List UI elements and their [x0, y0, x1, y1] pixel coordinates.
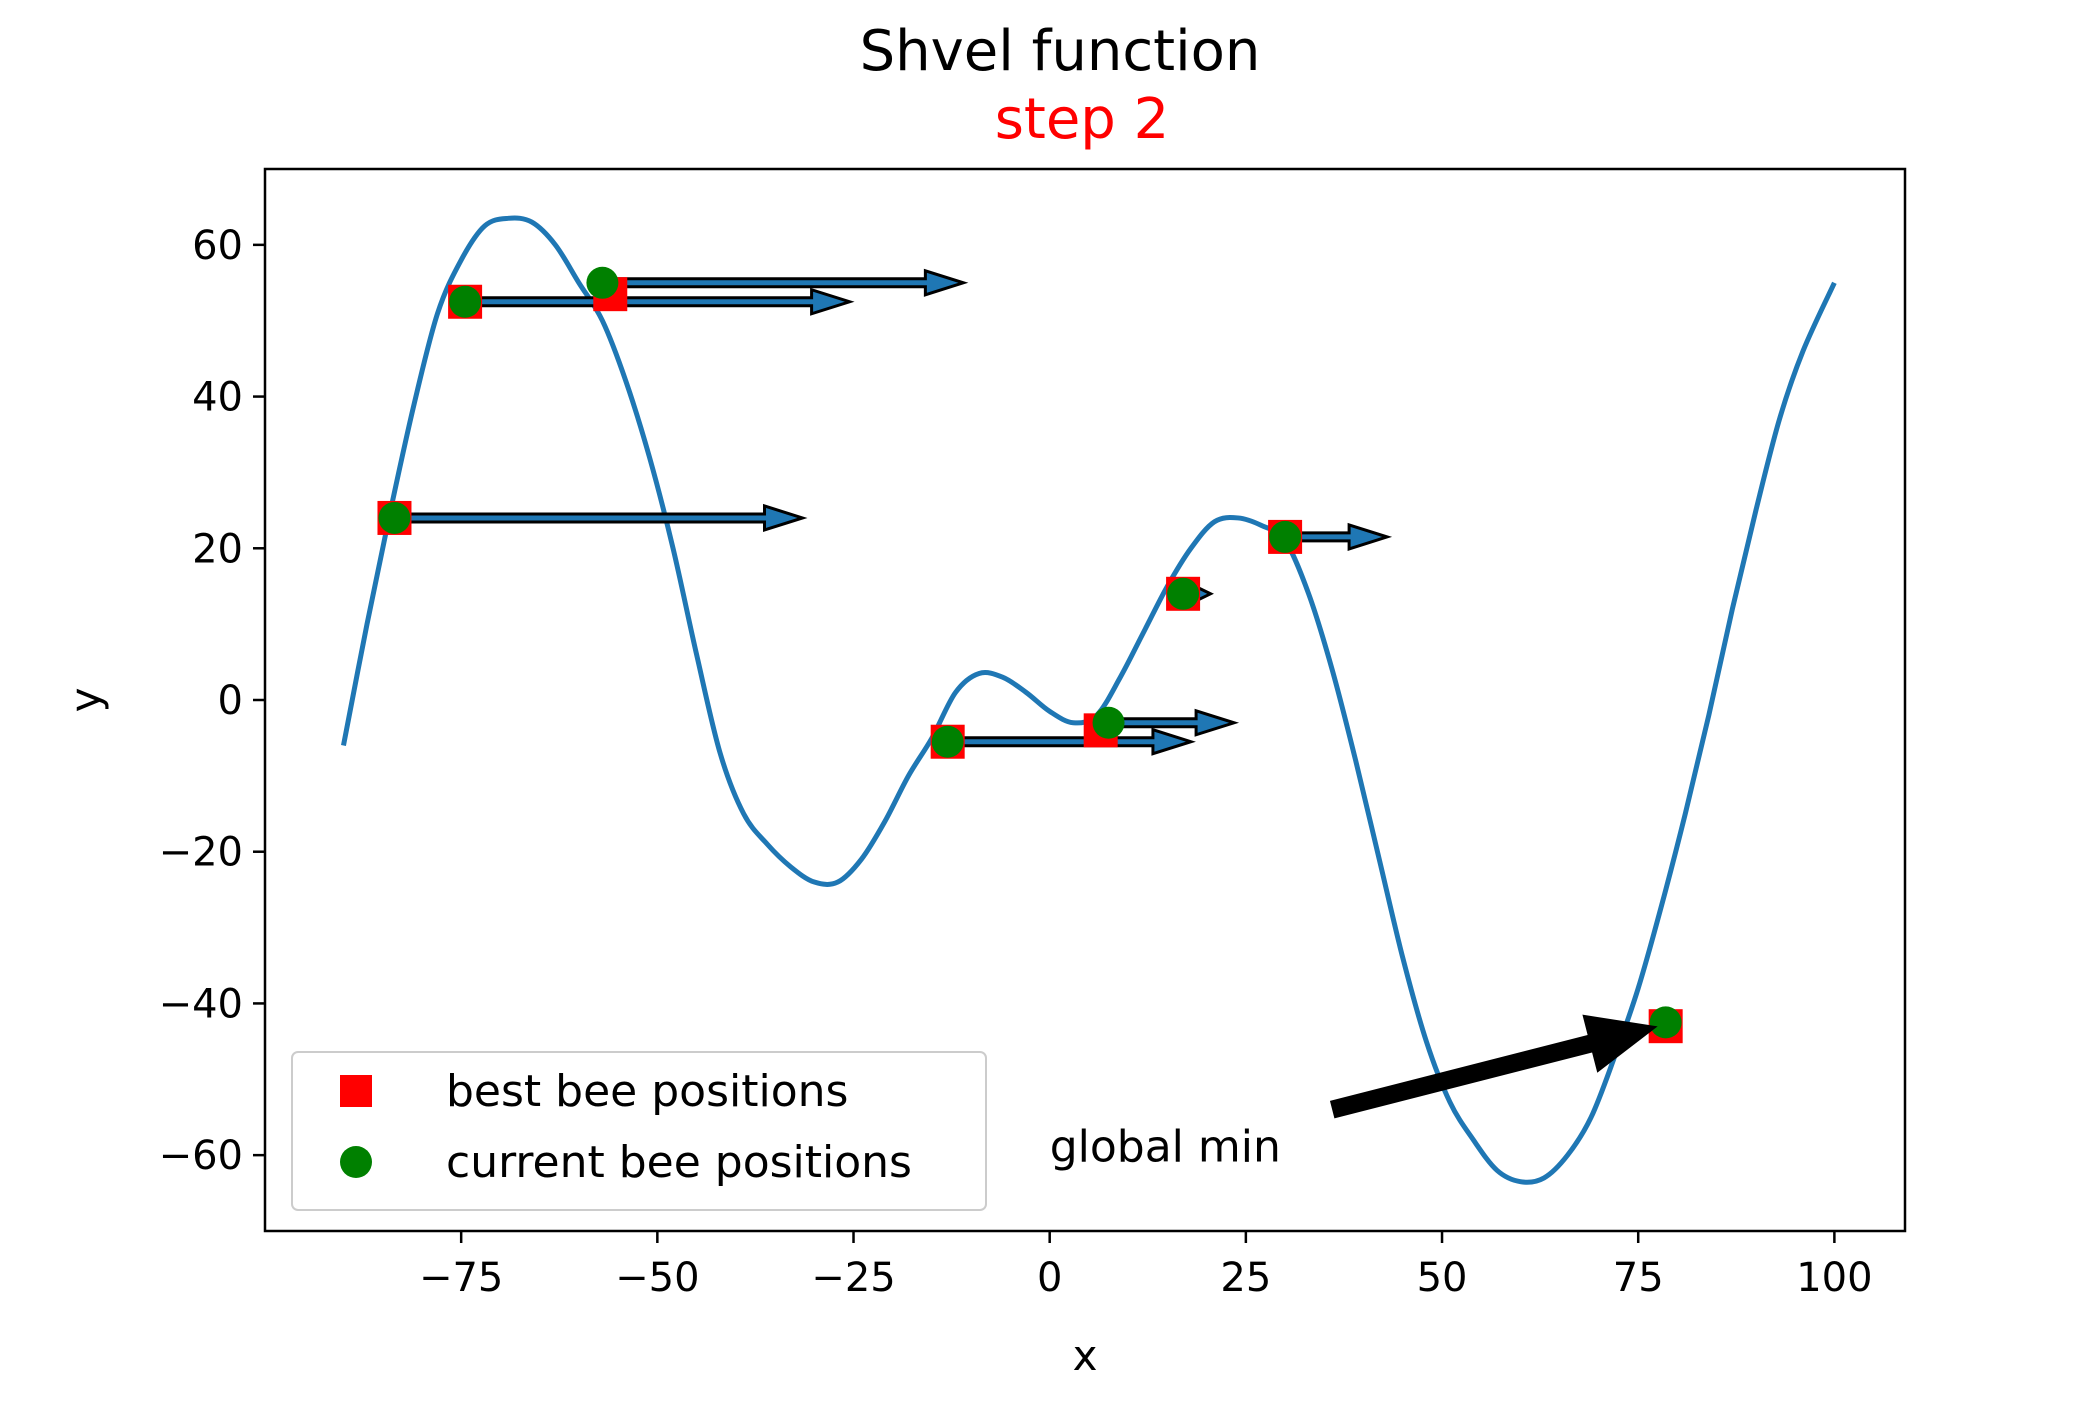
- annotation: global min: [1050, 1014, 1658, 1173]
- velocity-arrow: [463, 287, 855, 316]
- y-tick-label: 20: [192, 526, 243, 572]
- chart-subtitle: step 2: [995, 87, 1170, 152]
- y-tick-label: 60: [192, 223, 243, 269]
- global-min-label: global min: [1050, 1122, 1281, 1173]
- current-bee-marker: [449, 285, 482, 318]
- x-tick-label: −75: [419, 1255, 503, 1301]
- x-tick-label: 100: [1796, 1255, 1872, 1301]
- current-bee-marker: [1649, 1006, 1682, 1039]
- y-tick-label: −40: [159, 981, 243, 1027]
- x-tick-label: 25: [1220, 1255, 1271, 1301]
- legend-label-current: current bee positions: [446, 1137, 912, 1188]
- velocity-arrow: [392, 503, 808, 532]
- y-tick-label: −60: [159, 1133, 243, 1179]
- velocity-arrows: [392, 268, 1393, 756]
- legend: best bee positions current bee positions: [291, 1051, 987, 1211]
- current-bee-marker: [1269, 520, 1302, 553]
- x-axis: −75 −50 −25 0 25 50 75 100: [419, 1231, 1873, 1301]
- current-bee-marker: [586, 266, 619, 299]
- velocity-arrow: [946, 727, 1196, 756]
- current-bee-marker: [931, 725, 964, 758]
- chart-title: Shvel function: [860, 19, 1261, 84]
- current-bee-marker: [1167, 577, 1200, 610]
- x-tick-label: −50: [615, 1255, 699, 1301]
- x-tick-label: 50: [1417, 1255, 1468, 1301]
- current-bee-marker: [1092, 706, 1125, 739]
- bee-markers: [377, 266, 1683, 1044]
- y-axis: −60 −40 −20 0 20 40 60: [159, 223, 265, 1179]
- legend-square-marker: [340, 1075, 372, 1107]
- legend-label-best: best bee positions: [446, 1066, 848, 1117]
- x-axis-label: x: [1073, 1331, 1098, 1380]
- x-tick-label: −25: [811, 1255, 895, 1301]
- legend-box: [291, 1051, 987, 1211]
- x-tick-label: 0: [1037, 1255, 1062, 1301]
- global-min-arrow: [1329, 1014, 1658, 1119]
- current-bee-marker: [378, 501, 411, 534]
- y-tick-label: 40: [192, 375, 243, 421]
- y-tick-label: −20: [159, 830, 243, 876]
- x-tick-label: 75: [1613, 1255, 1664, 1301]
- velocity-arrow: [600, 268, 969, 297]
- y-axis-label: y: [61, 688, 110, 713]
- y-tick-label: 0: [218, 678, 243, 724]
- legend-circle-marker: [340, 1146, 372, 1178]
- velocity-arrow: [1107, 708, 1240, 737]
